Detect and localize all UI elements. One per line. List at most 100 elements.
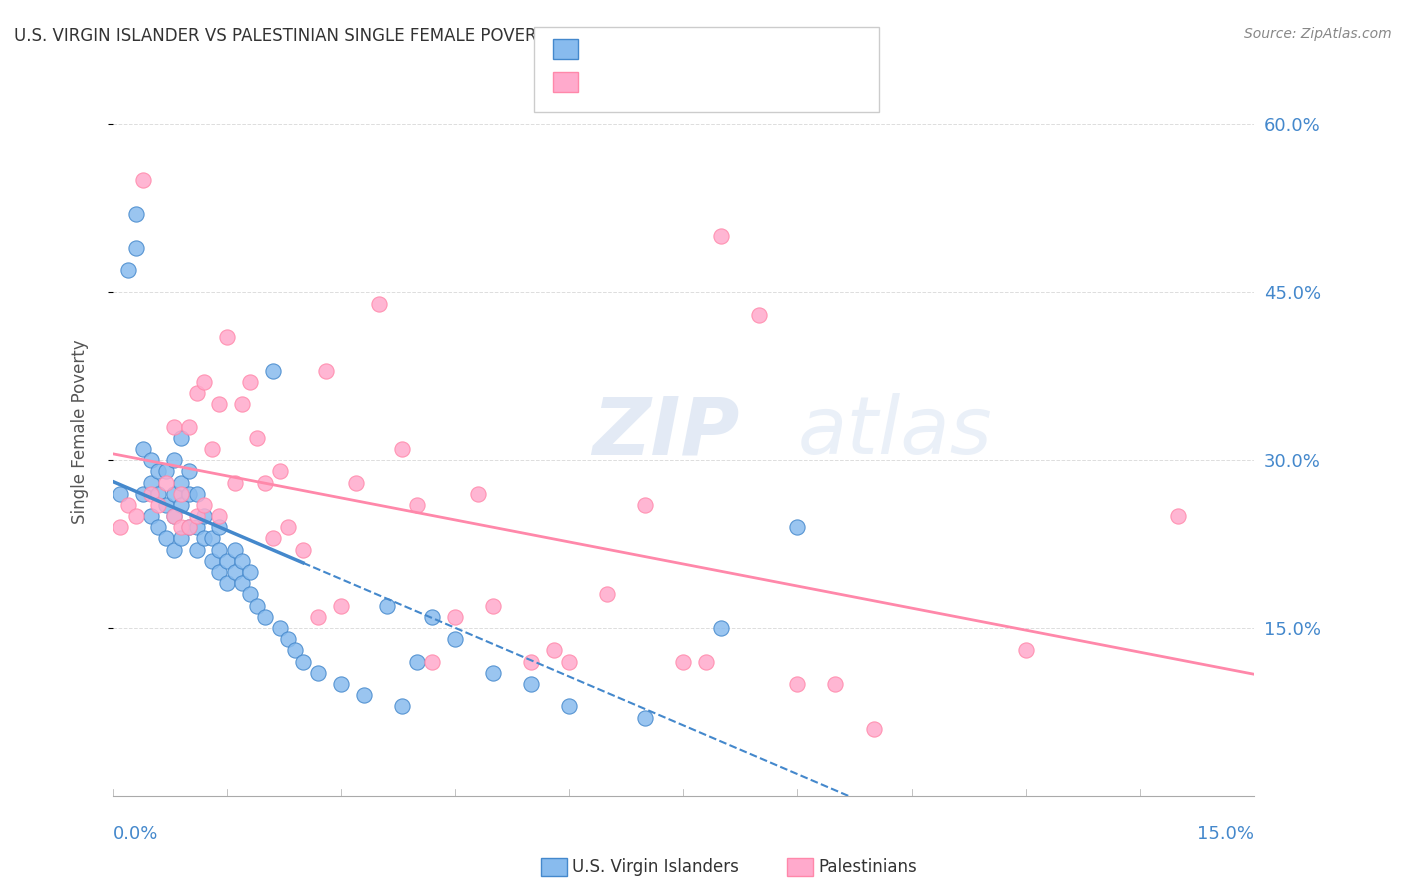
Point — [132, 487, 155, 501]
Text: 0.044: 0.044 — [638, 40, 695, 58]
Point — [208, 542, 231, 557]
Point — [277, 632, 299, 647]
Text: ZIP: ZIP — [592, 393, 740, 471]
Text: 0.0%: 0.0% — [112, 825, 159, 843]
Point — [672, 655, 695, 669]
Point — [155, 532, 177, 546]
Point — [292, 542, 315, 557]
Point — [110, 520, 132, 534]
Point — [444, 609, 467, 624]
Point — [482, 665, 505, 680]
Point — [193, 498, 215, 512]
Text: Source: ZipAtlas.com: Source: ZipAtlas.com — [1244, 27, 1392, 41]
Point — [170, 487, 193, 501]
Point — [163, 419, 186, 434]
Text: 15.0%: 15.0% — [1197, 825, 1254, 843]
Point — [208, 520, 231, 534]
Point — [520, 655, 543, 669]
Point — [406, 498, 429, 512]
Point — [186, 509, 208, 524]
Point — [543, 643, 565, 657]
Point — [596, 587, 619, 601]
Point — [132, 173, 155, 187]
Point — [786, 677, 808, 691]
Point — [353, 688, 375, 702]
Point — [710, 229, 733, 244]
Point — [177, 520, 200, 534]
Point — [163, 487, 186, 501]
Point — [201, 442, 224, 456]
Point — [163, 509, 186, 524]
Point — [695, 655, 717, 669]
Point — [163, 509, 186, 524]
Point — [139, 487, 162, 501]
Point — [368, 296, 391, 310]
Point — [186, 386, 208, 401]
Text: atlas: atlas — [797, 393, 993, 471]
Point — [262, 364, 284, 378]
Point — [824, 677, 846, 691]
Point — [253, 609, 276, 624]
Point — [391, 699, 413, 714]
Point — [148, 464, 170, 478]
Point — [375, 599, 398, 613]
Point — [124, 241, 146, 255]
Point — [224, 542, 246, 557]
Point — [315, 364, 337, 378]
Point — [177, 520, 200, 534]
Point — [239, 587, 262, 601]
Point — [193, 375, 215, 389]
Point — [177, 487, 200, 501]
Point — [208, 397, 231, 411]
Point — [231, 576, 253, 591]
Point — [139, 509, 162, 524]
Point — [215, 576, 238, 591]
Point — [139, 453, 162, 467]
Point — [231, 397, 253, 411]
Point — [786, 520, 808, 534]
Point — [634, 498, 657, 512]
Point — [269, 621, 291, 635]
Text: R =: R = — [592, 40, 631, 58]
Y-axis label: Single Female Poverty: Single Female Poverty — [72, 340, 89, 524]
Point — [262, 532, 284, 546]
Point — [155, 464, 177, 478]
Point — [170, 431, 193, 445]
Point — [307, 609, 329, 624]
Point — [163, 453, 186, 467]
Point — [467, 487, 489, 501]
Point — [170, 532, 193, 546]
Point — [170, 520, 193, 534]
Point — [420, 655, 443, 669]
Text: U.S. Virgin Islanders: U.S. Virgin Islanders — [572, 858, 740, 876]
Point — [193, 509, 215, 524]
Point — [193, 532, 215, 546]
Point — [215, 554, 238, 568]
Point — [177, 464, 200, 478]
Point — [420, 609, 443, 624]
Point — [558, 655, 581, 669]
Point — [1014, 643, 1036, 657]
Point — [201, 532, 224, 546]
Text: N =: N = — [697, 73, 749, 91]
Point — [139, 475, 162, 490]
Point — [224, 565, 246, 579]
Text: R =: R = — [592, 73, 631, 91]
Point — [177, 419, 200, 434]
Point — [330, 599, 353, 613]
Point — [246, 431, 269, 445]
Point — [186, 487, 208, 501]
Point — [148, 487, 170, 501]
Point — [110, 487, 132, 501]
Point — [239, 565, 262, 579]
Point — [391, 442, 413, 456]
Point — [224, 475, 246, 490]
Point — [634, 710, 657, 724]
Point — [710, 621, 733, 635]
Point — [148, 520, 170, 534]
Point — [862, 722, 884, 736]
Point — [117, 263, 139, 277]
Point — [558, 699, 581, 714]
Point — [208, 565, 231, 579]
Point — [269, 464, 291, 478]
